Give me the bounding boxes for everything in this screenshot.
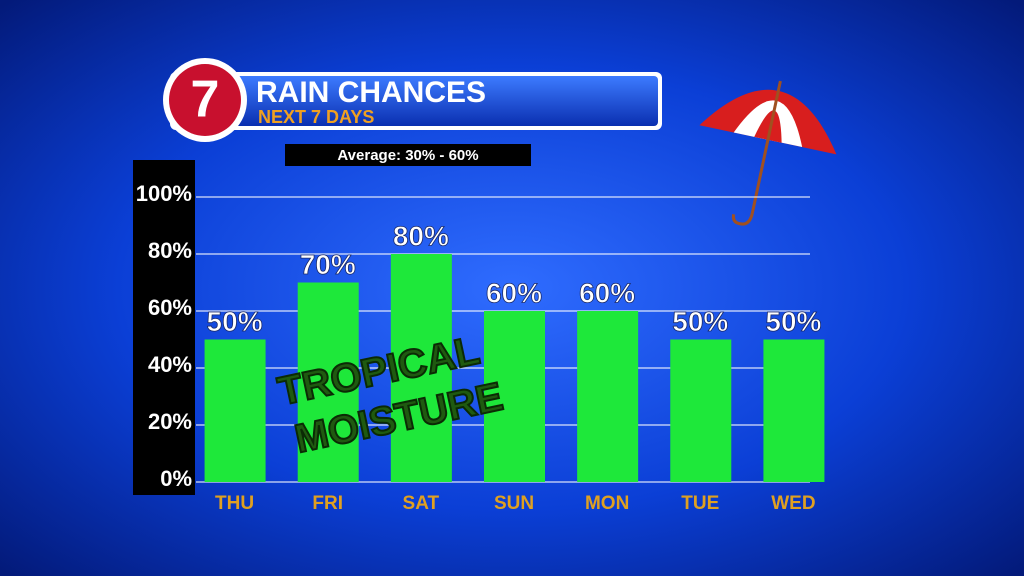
value-label: 60% [579,277,635,308]
banner [175,76,658,126]
chart-title: RAIN CHANCES [256,76,486,109]
bar [204,339,266,482]
x-tick-label: FRI [312,493,343,514]
y-tick-label: 0% [160,466,192,491]
bar [390,254,452,482]
umbrella-icon [699,80,837,226]
y-tick-label: 80% [148,238,192,263]
value-label: 60% [486,277,542,308]
y-axis-panel [133,160,195,495]
note: Average: 30% - 60% [337,147,478,164]
value-label: 50% [207,306,263,337]
bar [763,339,825,482]
y-tick-label: 60% [148,295,192,320]
y-tick-label: 100% [136,181,192,206]
x-tick-label: SAT [403,493,440,514]
value-label: 50% [672,306,728,337]
y-tick-label: 40% [148,352,192,377]
value-label: 70% [300,249,356,280]
bar [484,311,545,482]
x-tick-label: SUN [494,493,534,514]
x-tick-label: TUE [681,493,719,514]
bar [577,311,639,482]
bar [297,282,359,482]
value-label: 50% [765,306,821,337]
value-label: 80% [393,220,449,251]
note-box [285,144,531,166]
y-tick-label: 20% [148,409,192,434]
x-tick-label: MON [585,493,629,514]
x-tick-label: WED [771,493,815,514]
bar [670,339,732,482]
logo [169,64,241,136]
chart-subtitle: NEXT 7 DAYS [258,107,374,127]
x-tick-label: THU [215,493,254,514]
logo-text: 7 [191,71,220,129]
